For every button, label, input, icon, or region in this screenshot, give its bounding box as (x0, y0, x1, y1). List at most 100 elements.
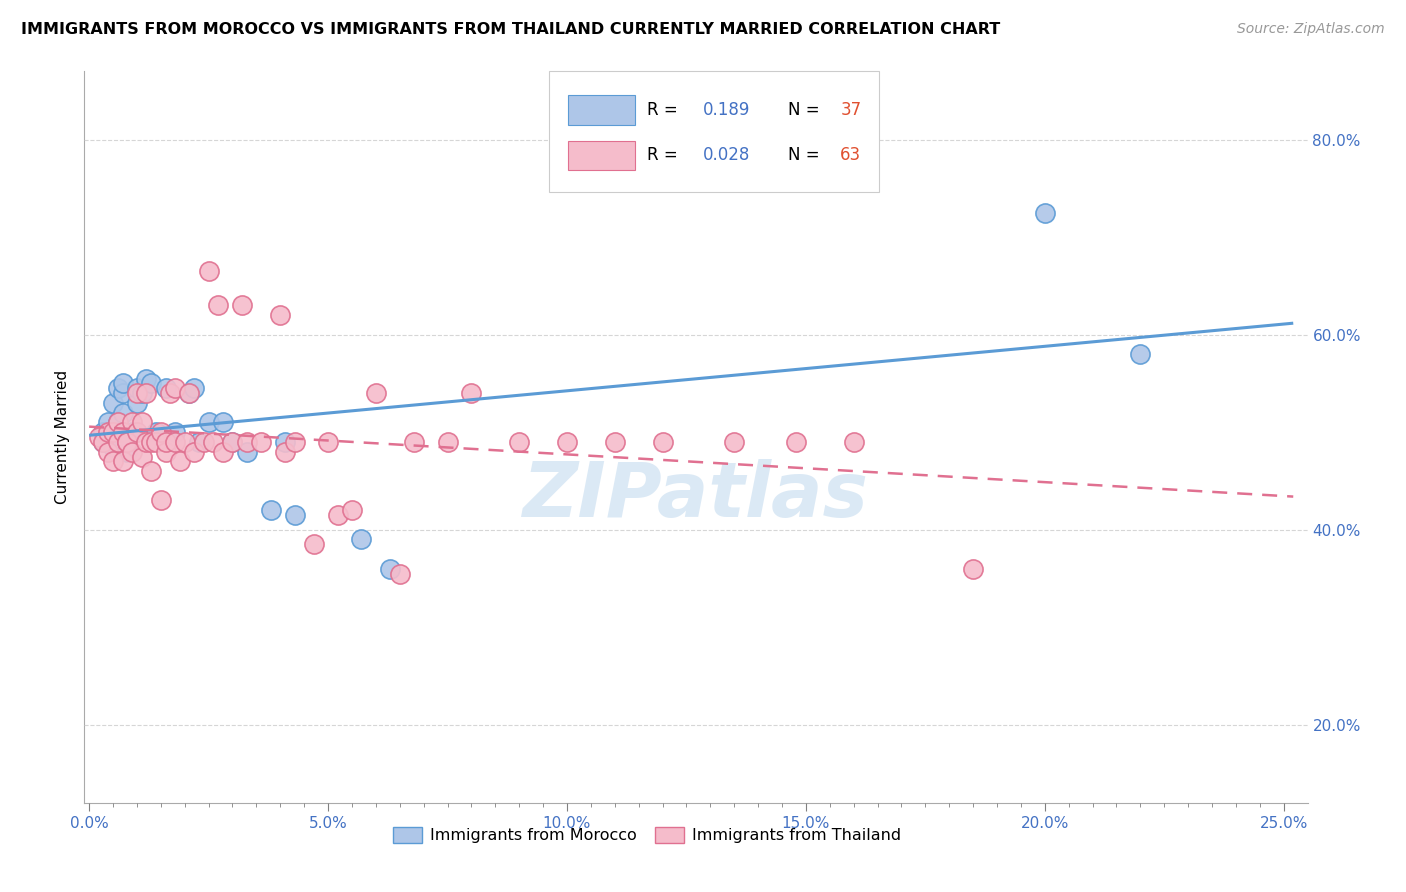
Point (101, 425, 124, 440)
Point (131, 416, 153, 430)
Point (125, 396, 148, 410)
Text: R =: R = (647, 146, 683, 164)
Point (145, 434, 167, 449)
Point (145, 425, 167, 440)
Point (260, 503, 283, 517)
Point (117, 434, 139, 449)
Point (141, 464, 163, 478)
Legend: Immigrants from Morocco, Immigrants from Thailand: Immigrants from Morocco, Immigrants from… (387, 821, 908, 850)
Point (131, 386, 153, 401)
Point (93, 434, 115, 449)
Point (125, 381, 148, 395)
Point (326, 508, 349, 522)
Point (316, 434, 339, 449)
Point (111, 406, 134, 420)
Point (221, 434, 243, 449)
Y-axis label: Currently Married: Currently Married (55, 370, 70, 504)
Text: 63: 63 (841, 146, 862, 164)
Point (87, 430, 110, 444)
Point (197, 264, 219, 278)
Point (107, 381, 129, 395)
Point (188, 434, 211, 449)
Point (302, 537, 325, 551)
Point (131, 450, 153, 464)
Point (101, 440, 124, 454)
Point (212, 444, 235, 458)
Point (93, 425, 115, 440)
Point (97, 416, 120, 430)
Point (141, 376, 163, 391)
FancyBboxPatch shape (550, 71, 880, 192)
Point (149, 425, 172, 440)
Point (111, 454, 134, 468)
Point (842, 434, 865, 449)
Point (111, 425, 134, 440)
Point (97, 425, 120, 440)
Point (197, 416, 219, 430)
Point (364, 386, 387, 401)
Point (284, 508, 307, 522)
Point (785, 434, 807, 449)
Point (274, 434, 297, 449)
Point (651, 434, 673, 449)
Point (202, 434, 225, 449)
Point (135, 434, 157, 449)
Point (555, 434, 578, 449)
Text: 37: 37 (841, 101, 862, 120)
Point (212, 416, 235, 430)
Point (380, 562, 402, 576)
FancyBboxPatch shape (568, 141, 636, 170)
Point (121, 416, 143, 430)
Point (159, 386, 181, 401)
Point (93, 434, 115, 449)
Point (101, 396, 124, 410)
Point (460, 386, 482, 401)
Text: ZIPatlas: ZIPatlas (523, 458, 869, 533)
Point (388, 566, 411, 581)
Point (723, 434, 745, 449)
Point (221, 434, 243, 449)
Point (165, 381, 187, 395)
Point (436, 434, 458, 449)
Point (236, 434, 259, 449)
Point (269, 308, 291, 322)
Point (193, 434, 215, 449)
Point (125, 425, 148, 440)
Point (149, 493, 172, 508)
Point (97, 444, 120, 458)
Text: N =: N = (787, 146, 824, 164)
Point (117, 434, 139, 449)
Point (169, 454, 191, 468)
Text: Source: ZipAtlas.com: Source: ZipAtlas.com (1237, 22, 1385, 37)
Point (121, 444, 143, 458)
Point (350, 533, 373, 547)
Point (141, 434, 163, 449)
Point (155, 381, 177, 395)
Point (135, 386, 157, 401)
Point (508, 434, 530, 449)
Point (183, 381, 205, 395)
Point (117, 444, 139, 458)
Point (165, 434, 187, 449)
Point (236, 444, 259, 458)
Point (402, 434, 425, 449)
Point (340, 503, 363, 517)
Point (250, 434, 273, 449)
Point (111, 386, 134, 401)
Point (179, 386, 201, 401)
Point (962, 562, 984, 576)
Point (97, 430, 120, 444)
Point (101, 425, 124, 440)
Point (125, 386, 148, 401)
Point (117, 434, 139, 449)
Point (603, 434, 626, 449)
Point (183, 444, 205, 458)
Text: R =: R = (647, 101, 683, 120)
Point (155, 444, 177, 458)
Point (111, 376, 134, 391)
Text: IMMIGRANTS FROM MOROCCO VS IMMIGRANTS FROM THAILAND CURRENTLY MARRIED CORRELATIO: IMMIGRANTS FROM MOROCCO VS IMMIGRANTS FR… (21, 22, 1000, 37)
Point (107, 416, 129, 430)
Point (231, 298, 253, 312)
Point (101, 454, 124, 468)
Point (179, 386, 201, 401)
